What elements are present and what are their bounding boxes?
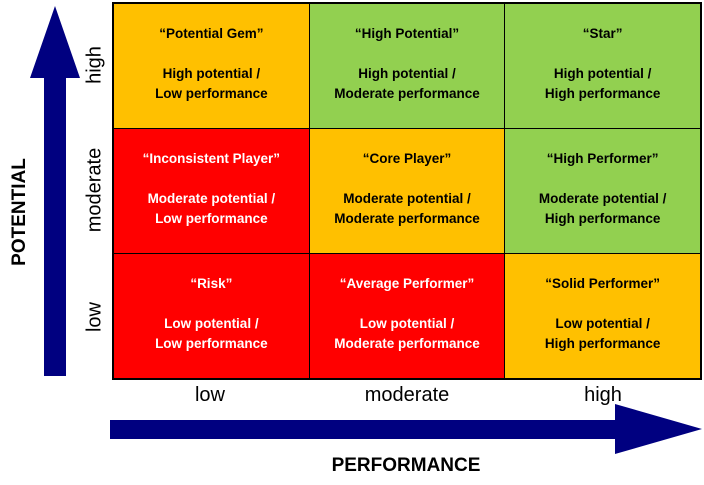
cell-line2: High performance bbox=[544, 336, 661, 351]
cell-line1: High potential / bbox=[553, 66, 652, 81]
y-level-low: low bbox=[80, 253, 110, 380]
cell-inconsistent-player: “Inconsistent Player” Moderate potential… bbox=[114, 129, 309, 253]
cell-line2: Low performance bbox=[155, 86, 268, 101]
cell-solid-performer: “Solid Performer” Low potential / High p… bbox=[505, 254, 700, 378]
x-level-low: low bbox=[194, 384, 225, 406]
cell-line2: Low performance bbox=[155, 336, 268, 351]
cell-high-performer: “High Performer” Moderate potential / Hi… bbox=[505, 129, 700, 253]
y-level-high-label: high bbox=[83, 45, 106, 84]
cell-title: “Inconsistent Player” bbox=[142, 151, 280, 166]
cell-line2: High performance bbox=[544, 86, 661, 101]
cell-line1: Moderate potential / bbox=[343, 191, 471, 206]
cell-core-player: “Core Player” Moderate potential / Moder… bbox=[309, 129, 505, 253]
cell-star: “Star” High potential / High performance bbox=[505, 4, 700, 128]
cell-title: “Star” bbox=[582, 26, 623, 41]
y-level-high: high bbox=[80, 2, 110, 127]
cell-line1: High potential / bbox=[162, 66, 261, 81]
cell-line2: Low performance bbox=[155, 211, 268, 226]
cell-line1: Moderate potential / bbox=[538, 191, 667, 206]
cell-line1: Low potential / bbox=[164, 316, 259, 331]
cell-risk: “Risk” Low potential / Low performance bbox=[114, 254, 309, 378]
cell-line1: Low potential / bbox=[359, 316, 455, 331]
x-level-moderate: moderate bbox=[364, 384, 450, 406]
y-axis-arrow bbox=[30, 6, 80, 376]
x-level-high: high bbox=[584, 384, 622, 406]
y-axis-title-text: POTENTIAL bbox=[9, 158, 30, 266]
x-axis-title: PERFORMANCE bbox=[331, 455, 481, 476]
cell-title: “High Potential” bbox=[354, 26, 460, 41]
cell-line2: Moderate performance bbox=[334, 211, 480, 226]
cell-title: “Solid Performer” bbox=[545, 276, 661, 291]
cell-title: “Average Performer” bbox=[339, 276, 475, 291]
cell-line2: Moderate performance bbox=[334, 336, 480, 351]
cell-title: “Risk” bbox=[190, 276, 233, 291]
y-level-low-label: low bbox=[83, 301, 106, 332]
cell-line1: High potential / bbox=[358, 66, 456, 81]
y-level-moderate: moderate bbox=[80, 127, 110, 253]
cell-line1: Low potential / bbox=[555, 316, 650, 331]
cell-title: “High Performer” bbox=[546, 151, 659, 166]
cell-line2: High performance bbox=[544, 211, 661, 226]
cell-line1: Moderate potential / bbox=[147, 191, 276, 206]
cell-high-potential: “High Potential” High potential / Modera… bbox=[309, 4, 505, 128]
cell-potential-gem: “Potential Gem” High potential / Low per… bbox=[114, 4, 309, 128]
cell-title: “Potential Gem” bbox=[159, 26, 264, 41]
cell-title: “Core Player” bbox=[362, 151, 452, 166]
x-axis-arrow bbox=[110, 404, 702, 454]
cell-average-performer: “Average Performer” Low potential / Mode… bbox=[309, 254, 505, 378]
nine-box-grid: “Potential Gem” High potential / Low per… bbox=[112, 2, 702, 380]
y-level-moderate-label: moderate bbox=[83, 147, 106, 233]
cell-line2: Moderate performance bbox=[334, 86, 480, 101]
